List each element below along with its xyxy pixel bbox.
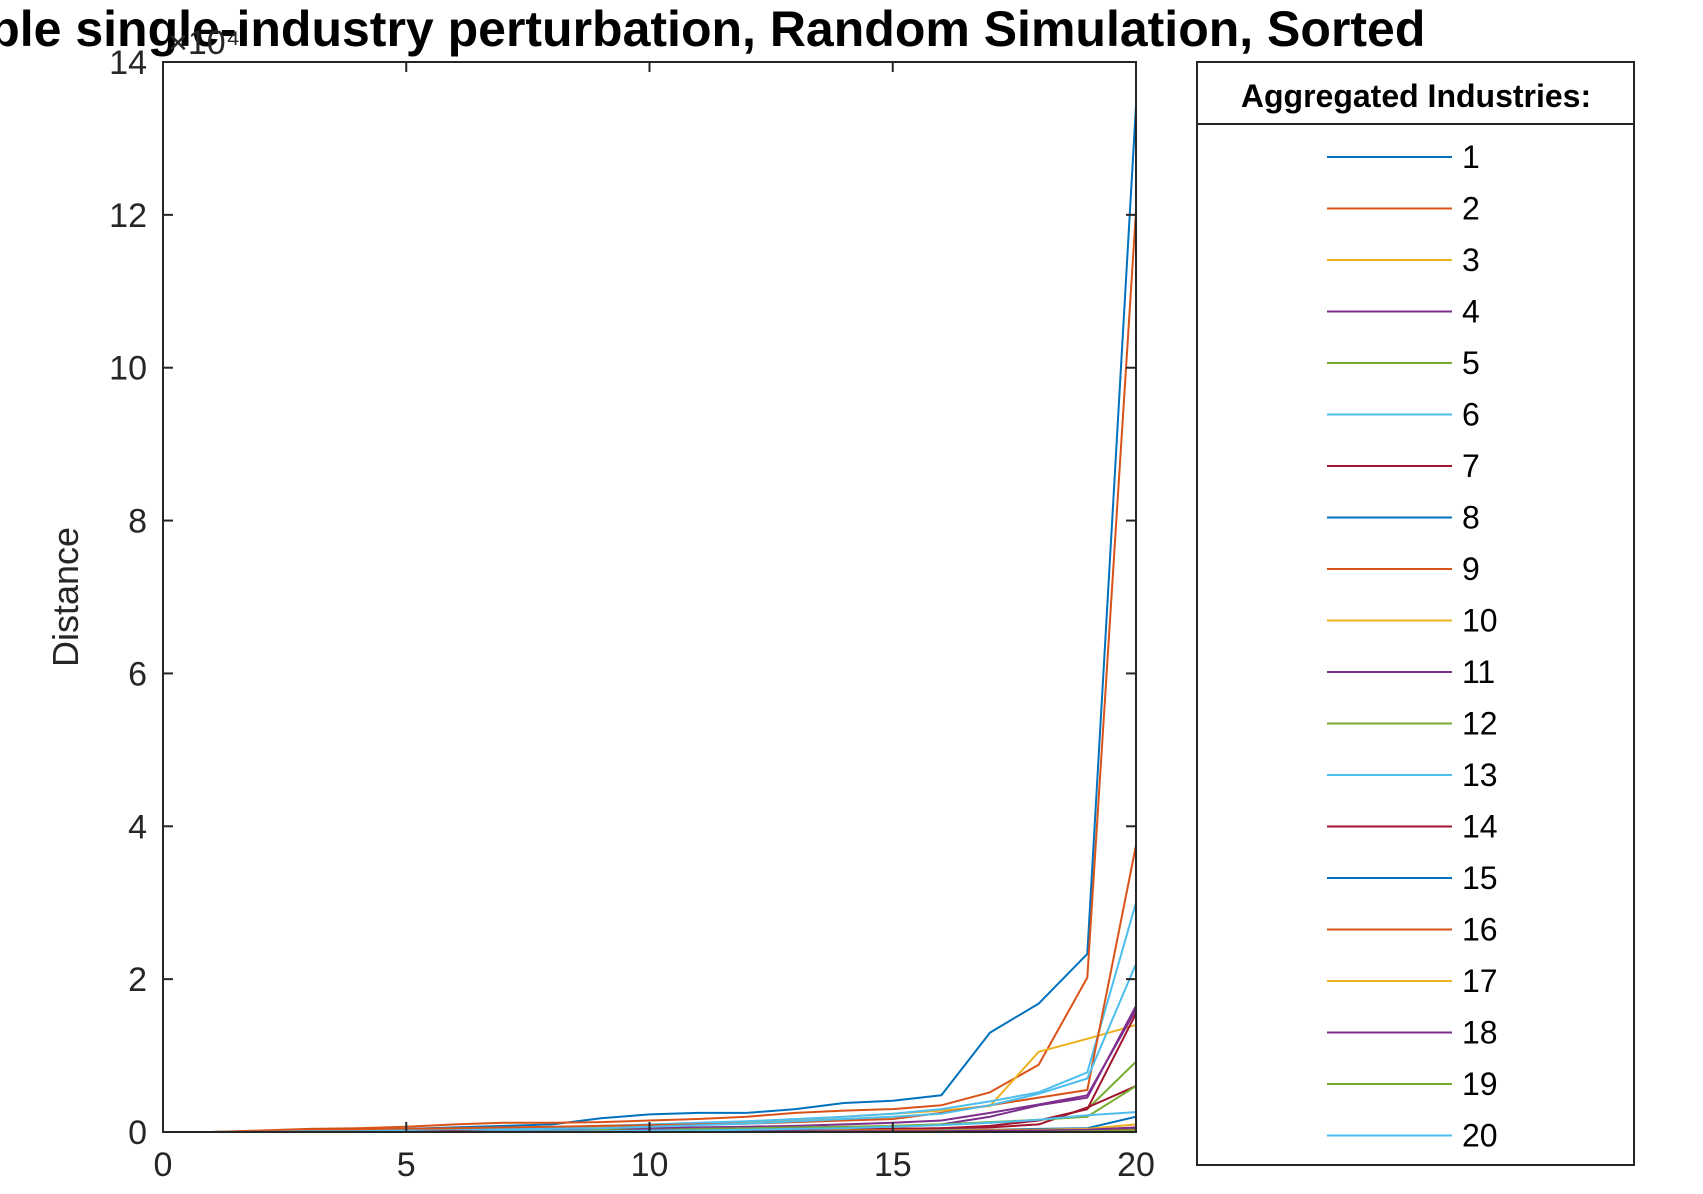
legend-entry-11: 11 [1462,654,1495,690]
x-tick-label: 5 [397,1146,416,1184]
y-tick-label: 4 [128,808,147,846]
legend-entry-18: 18 [1462,1015,1498,1051]
axis-ticks: 0 5 10 15 20 0 2 4 6 8 10 12 14 [109,44,1155,1184]
legend-entry-9: 9 [1462,551,1480,587]
legend-box [1196,61,1635,1166]
legend-entry-8: 8 [1462,500,1480,536]
legend-entry-4: 4 [1462,294,1480,330]
x-tick-label: 10 [631,1146,669,1184]
x-tick-label: 15 [874,1146,912,1184]
y-tick-label: 6 [128,655,147,693]
series-line-2 [211,210,1136,1132]
x-tick-label: 0 [154,1146,173,1184]
y-tick-label: 8 [128,503,147,541]
y-exponent-label: ×10⁴ [168,24,240,62]
legend-entry-6: 6 [1462,397,1480,433]
legend-entry-15: 15 [1462,860,1498,896]
y-tick-label: 2 [128,961,147,999]
legend-entry-1: 1 [1462,139,1480,175]
chart-title: Multiple single-industry perturbation, R… [0,1,1425,57]
legend-entry-20: 20 [1462,1118,1498,1154]
legend-entry-16: 16 [1462,912,1498,948]
series-line-20 [211,1111,1136,1132]
y-tick-label: 10 [109,350,147,388]
y-tick-label: 0 [128,1114,147,1152]
legend-entry-5: 5 [1462,345,1480,381]
legend-title: Aggregated Industries: [1241,78,1591,114]
legend-entry-12: 12 [1462,706,1498,742]
legend-entry-13: 13 [1462,757,1498,793]
plot-axes [163,62,1136,1132]
legend-entry-17: 17 [1462,963,1498,999]
series-line-18 [211,1126,1136,1132]
legend-entry-19: 19 [1462,1066,1498,1102]
plot-area [163,62,1136,1132]
y-tick-label: 14 [109,44,147,82]
legend-entry-7: 7 [1462,448,1480,484]
y-axis-label: Distance [45,527,86,667]
legend-entry-2: 2 [1462,191,1480,227]
legend-entry-14: 14 [1462,809,1498,845]
legend-entry-3: 3 [1462,242,1480,278]
x-tick-label: 20 [1117,1146,1155,1184]
y-tick-label: 12 [109,197,147,235]
legend-entry-10: 10 [1462,603,1498,639]
legend: Aggregated Industries: 12345678910111213… [1196,61,1635,1166]
